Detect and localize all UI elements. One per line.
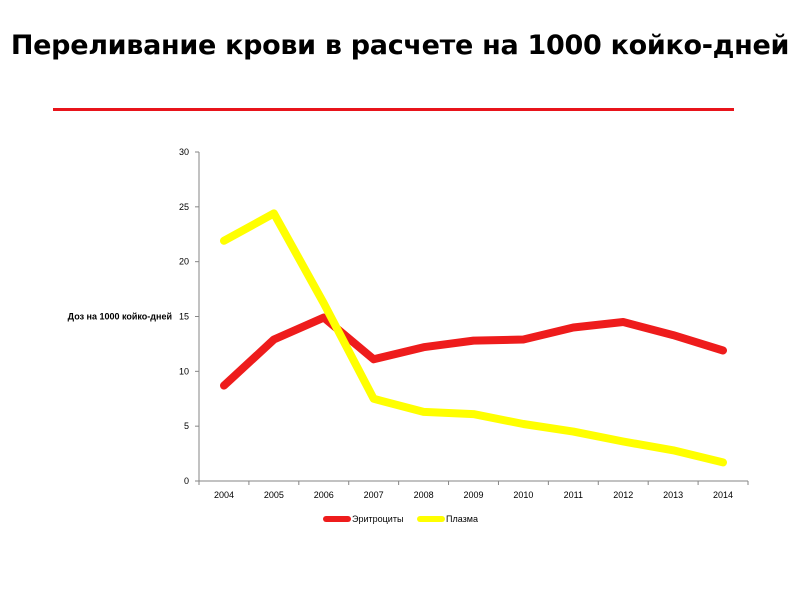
y-tick-label: 15 xyxy=(179,312,189,322)
series-line-0 xyxy=(220,313,727,390)
x-tick-label: 2006 xyxy=(314,490,334,500)
y-tick-label: 5 xyxy=(184,421,189,431)
x-tick-label: 2011 xyxy=(564,490,583,500)
chart-axes: 0 5 10 15 20 25 30 2004 2005 2006 2007 2008 2009 2010… xyxy=(179,147,749,500)
legend-label-0: Эритроциты xyxy=(352,514,403,524)
y-tick-label: 20 xyxy=(179,257,189,267)
chart-series xyxy=(220,209,727,467)
y-tick-label: 0 xyxy=(184,476,189,486)
x-tick-label: 2013 xyxy=(663,490,683,500)
x-tick-label: 2010 xyxy=(513,490,533,500)
page-title: Переливание крови в расчете на 1000 койк… xyxy=(10,30,790,61)
x-tick-label: 2007 xyxy=(364,490,384,500)
title-underline xyxy=(53,108,734,111)
x-tick-label: 2014 xyxy=(713,490,733,500)
legend-label-1: Плазма xyxy=(446,514,478,524)
x-tick-label: 2008 xyxy=(414,490,434,500)
series-line-1 xyxy=(220,209,727,467)
chart-legend: Эритроциты Плазма xyxy=(323,514,478,524)
y-tick-label: 10 xyxy=(179,366,189,376)
y-axis-label: Доз на 1000 койко-дней xyxy=(68,312,172,322)
y-tick-label: 30 xyxy=(179,147,189,157)
x-tick-label: 2004 xyxy=(214,490,234,500)
y-tick-label: 25 xyxy=(179,202,189,212)
x-tick-label: 2012 xyxy=(613,490,633,500)
x-tick-label: 2005 xyxy=(264,490,284,500)
x-tick-label: 2009 xyxy=(463,490,483,500)
